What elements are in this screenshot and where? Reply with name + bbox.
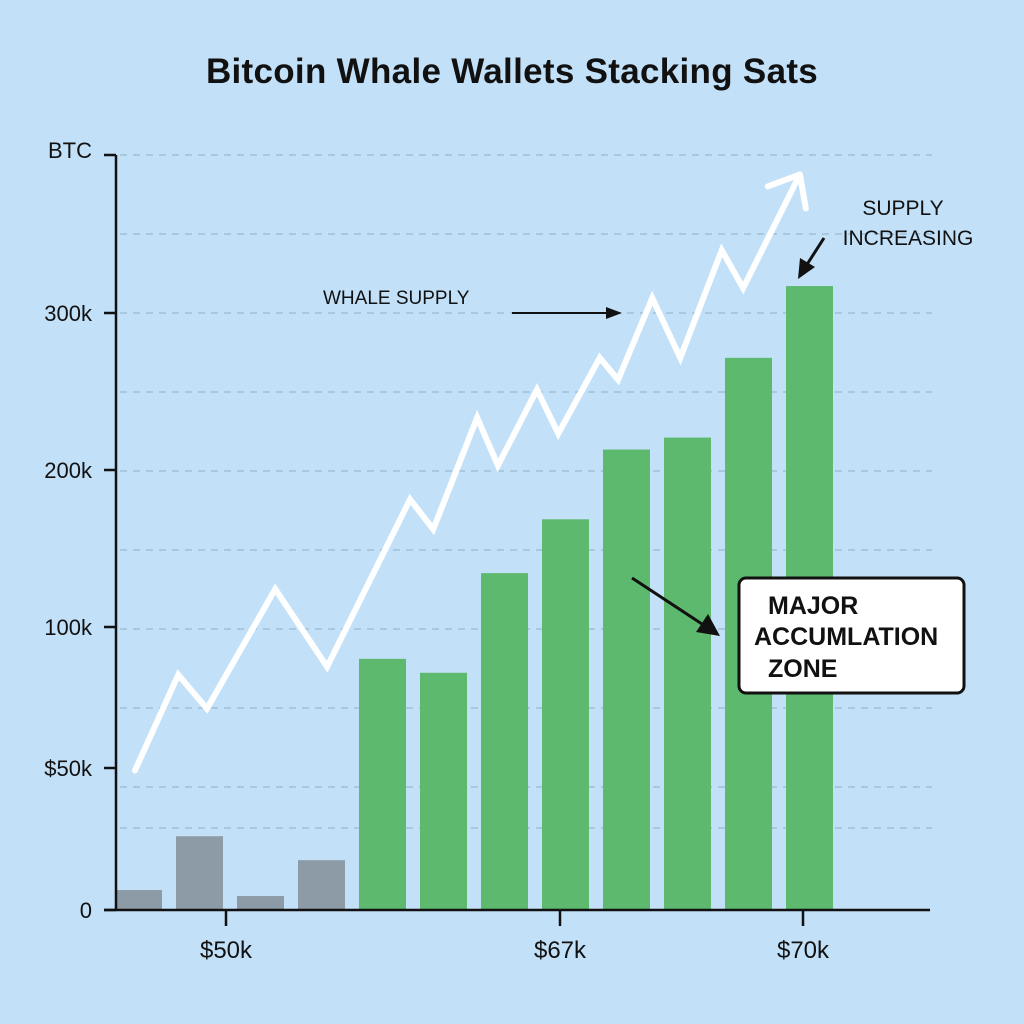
accumulation-arrow	[631, 576, 703, 626]
bar	[420, 672, 467, 910]
supply-increasing-arrowhead	[798, 258, 815, 279]
y-axis-label: BTC	[48, 138, 92, 163]
supply-increasing-arrow	[804, 237, 826, 267]
supply-line	[131, 171, 803, 774]
chart-title: Bitcoin Whale Wallets Stacking Sats	[205, 52, 819, 91]
bar	[603, 449, 650, 910]
accumulation-zone-line2: ACCUMLATION	[754, 623, 938, 651]
bar	[237, 896, 284, 910]
bars	[115, 286, 833, 910]
x-tick-label: $50k	[200, 937, 253, 964]
y-tick-label: 0	[80, 898, 92, 923]
x-tick-label: $70k	[777, 937, 830, 964]
x-tick-label: $67k	[534, 937, 587, 964]
bar	[542, 519, 589, 910]
bar	[176, 836, 223, 910]
whale-supply-arrowhead	[606, 307, 622, 319]
accumulation-zone-box	[737, 576, 966, 695]
accumulation-zone-line1: MAJOR	[768, 592, 858, 620]
accumulation-zone-line3: ZONE	[768, 655, 837, 683]
y-ticks: 0 $50k 100k 200k 300k	[44, 301, 116, 923]
supply-increasing-line2: INCREASING	[843, 227, 974, 250]
bar	[481, 573, 528, 910]
y-tick-label: 300k	[44, 301, 93, 326]
bar	[115, 890, 162, 910]
bar	[298, 860, 345, 910]
supply-line-arrowhead	[764, 171, 809, 212]
x-ticks: $50k $67k $70k	[200, 910, 830, 964]
bar	[664, 437, 711, 910]
y-tick-label: 200k	[44, 458, 93, 483]
annotations: WHALE SUPPLY SUPPLY INCREASING MAJOR ACC…	[323, 197, 974, 695]
accumulation-arrowhead	[696, 614, 720, 636]
y-tick-label: 100k	[44, 615, 93, 640]
bar	[359, 658, 406, 910]
whale-supply-line	[131, 171, 809, 774]
axes: BTC	[48, 138, 930, 912]
supply-increasing-line1: SUPPLY	[862, 197, 943, 220]
y-tick-label: $50k	[44, 756, 93, 781]
whale-supply-label: WHALE SUPPLY	[323, 288, 470, 309]
